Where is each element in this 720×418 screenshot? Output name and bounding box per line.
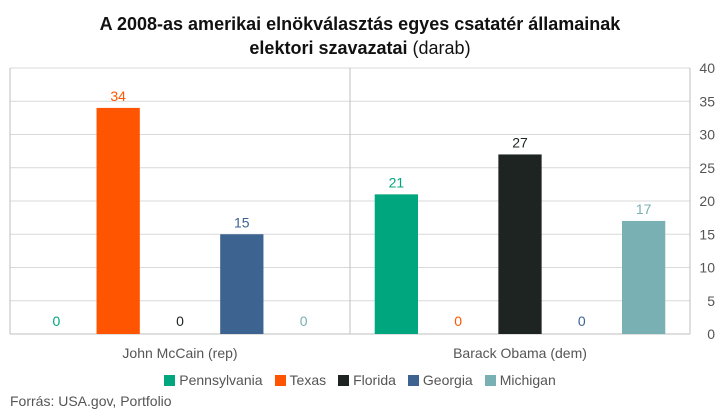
bar [374, 194, 418, 334]
title-unit: (darab) [412, 38, 471, 58]
legend-label: Michigan [499, 372, 556, 388]
bar [622, 220, 666, 334]
legend-swatch [484, 374, 496, 386]
legend-item: Texas [274, 372, 327, 388]
legend-item: Michigan [484, 372, 556, 388]
source-note: Forrás: USA.gov, Portfolio [10, 393, 172, 409]
title-line-1: A 2008-as amerikai elnökválasztás egyes … [99, 14, 621, 34]
data-label: 34 [110, 88, 126, 104]
legend-swatch [407, 374, 419, 386]
y-tick-label: 25 [699, 160, 715, 176]
y-tick-label: 30 [699, 127, 715, 143]
data-label: 0 [454, 313, 462, 329]
legend-swatch [338, 374, 350, 386]
legend-label: Texas [289, 372, 327, 388]
data-label: 21 [389, 174, 405, 190]
y-tick-label: 35 [699, 93, 715, 109]
legend-item: Georgia [407, 372, 473, 388]
chart-legend: Pennsylvania Texas Florida Georgia Michigan [0, 372, 720, 388]
bar [220, 234, 264, 334]
title-line-2: elektori szavazatai [249, 38, 408, 58]
data-label: 27 [512, 134, 528, 150]
legend-swatch [164, 374, 176, 386]
y-tick-label: 0 [707, 326, 715, 342]
legend-item: Pennsylvania [164, 372, 263, 388]
legend-swatch [274, 374, 286, 386]
data-label: 17 [636, 201, 652, 217]
y-tick-label: 20 [699, 193, 715, 209]
data-label: 0 [52, 313, 60, 329]
data-label: 0 [578, 313, 586, 329]
legend-label: Pennsylvania [179, 372, 263, 388]
y-tick-label: 40 [699, 60, 715, 76]
x-category-label: Barack Obama (dem) [453, 345, 587, 361]
y-tick-label: 5 [707, 293, 715, 309]
y-tick-label: 10 [699, 260, 715, 276]
legend-item: Florida [338, 372, 396, 388]
bar [498, 154, 542, 334]
data-label: 15 [234, 214, 250, 230]
y-tick-label: 15 [699, 226, 715, 242]
legend-label: Georgia [422, 372, 473, 388]
legend-label: Florida [353, 372, 396, 388]
chart-title: A 2008-as amerikai elnökválasztás egyes … [0, 12, 720, 60]
x-category-label: John McCain (rep) [122, 345, 237, 361]
data-label: 0 [300, 313, 308, 329]
bar [96, 107, 140, 335]
data-label: 0 [176, 313, 184, 329]
